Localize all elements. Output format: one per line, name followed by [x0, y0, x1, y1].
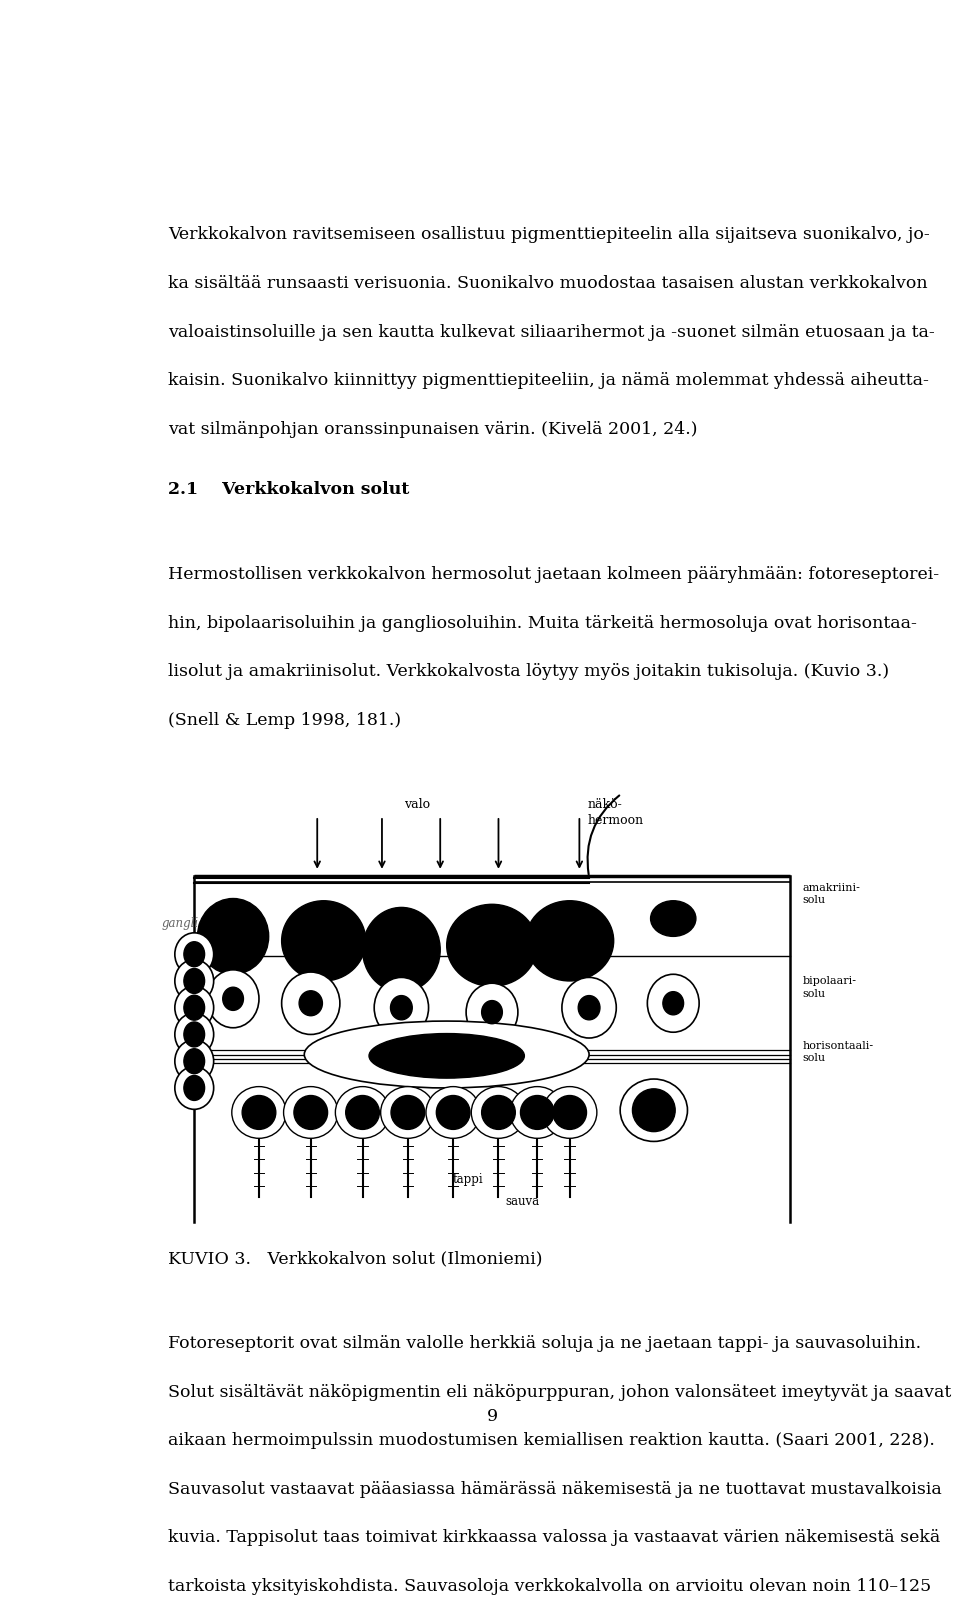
Ellipse shape	[242, 1096, 276, 1129]
Ellipse shape	[281, 972, 340, 1035]
Ellipse shape	[520, 1096, 554, 1129]
Ellipse shape	[207, 970, 259, 1028]
Text: tappi: tappi	[453, 1172, 484, 1185]
Ellipse shape	[231, 1087, 286, 1138]
Ellipse shape	[437, 1096, 470, 1129]
Ellipse shape	[184, 994, 204, 1020]
Text: ka sisältää runsaasti verisuonia. Suonikalvo muodostaa tasaisen alustan verkkoka: ka sisältää runsaasti verisuonia. Suonik…	[168, 275, 928, 293]
Ellipse shape	[381, 1087, 435, 1138]
Ellipse shape	[651, 901, 696, 936]
Ellipse shape	[578, 996, 600, 1020]
Ellipse shape	[562, 977, 616, 1038]
Ellipse shape	[391, 1096, 424, 1129]
Ellipse shape	[294, 1096, 327, 1129]
Ellipse shape	[542, 1087, 597, 1138]
Ellipse shape	[184, 1049, 204, 1074]
Ellipse shape	[553, 1096, 587, 1129]
Ellipse shape	[304, 1020, 589, 1088]
Ellipse shape	[647, 975, 699, 1032]
Text: 9: 9	[487, 1408, 497, 1425]
Text: 2.1    Verkkokalvon solut: 2.1 Verkkokalvon solut	[168, 482, 410, 498]
Ellipse shape	[426, 1087, 480, 1138]
Ellipse shape	[175, 1014, 214, 1056]
Text: sauva: sauva	[505, 1195, 540, 1208]
Text: aikaan hermoimpulssin muodostumisen kemiallisen reaktion kautta. (Saari 2001, 22: aikaan hermoimpulssin muodostumisen kemi…	[168, 1433, 935, 1449]
Text: vat silmänpohjan oranssinpunaisen värin. (Kivelä 2001, 24.): vat silmänpohjan oranssinpunaisen värin.…	[168, 420, 698, 438]
Ellipse shape	[391, 996, 412, 1020]
Text: hin, bipolaarisoluihin ja gangliosoluihin. Muita tärkeitä hermosoluja ovat horis: hin, bipolaarisoluihin ja gangliosoluihi…	[168, 614, 917, 632]
Text: Solut sisältävät näköpigmentin eli näköpurppuran, johon valonsäteet imeytyvät ja: Solut sisältävät näköpigmentin eli näköp…	[168, 1384, 951, 1400]
Ellipse shape	[363, 907, 441, 993]
Ellipse shape	[175, 986, 214, 1028]
Ellipse shape	[283, 1087, 338, 1138]
Text: amakriini-
solu: amakriini- solu	[803, 883, 860, 906]
Text: bipolaari-
solu: bipolaari- solu	[803, 977, 856, 999]
Ellipse shape	[510, 1087, 564, 1138]
Text: Hermostollisen verkkokalvon hermosolut jaetaan kolmeen pääryhmään: fotoreseptore: Hermostollisen verkkokalvon hermosolut j…	[168, 566, 940, 584]
Ellipse shape	[300, 991, 323, 1015]
Ellipse shape	[482, 1096, 516, 1129]
Text: valo: valo	[404, 799, 431, 812]
Ellipse shape	[184, 969, 204, 993]
Text: Fotoreseptorit ovat silmän valolle herkkiä soluja ja ne jaetaan tappi- ja sauvas: Fotoreseptorit ovat silmän valolle herkk…	[168, 1336, 922, 1352]
Ellipse shape	[526, 901, 613, 982]
Text: tarkoista yksityiskohdista. Sauvasoloja verkkokalvolla on arvioitu olevan noin 1: tarkoista yksityiskohdista. Sauvasoloja …	[168, 1578, 931, 1594]
Text: Sauvasolut vastaavat pääasiassa hämärässä näkemisestä ja ne tuottavat mustavalko: Sauvasolut vastaavat pääasiassa hämäräss…	[168, 1481, 942, 1497]
Ellipse shape	[660, 907, 686, 930]
Text: horisontaali-
solu: horisontaali- solu	[803, 1041, 874, 1064]
Text: KUVIO 3.   Verkkokalvon solut (Ilmoniemi): KUVIO 3. Verkkokalvon solut (Ilmoniemi)	[168, 1250, 542, 1268]
Ellipse shape	[223, 988, 244, 1011]
Ellipse shape	[467, 983, 517, 1041]
Ellipse shape	[446, 904, 538, 986]
Text: valoaistinsoluille ja sen kautta kulkevat siliaarihermot ja -suonet silmän etuos: valoaistinsoluille ja sen kautta kulkeva…	[168, 323, 935, 341]
Ellipse shape	[175, 959, 214, 1003]
Ellipse shape	[335, 1087, 390, 1138]
Ellipse shape	[346, 1096, 379, 1129]
Ellipse shape	[482, 1001, 502, 1024]
Text: näkö-
hermoon: näkö- hermoon	[588, 799, 644, 828]
Ellipse shape	[184, 1075, 204, 1101]
Ellipse shape	[620, 1079, 687, 1142]
Text: lisolut ja amakriinisolut. Verkkokalvosta löytyy myös joitakin tukisoluja. (Kuvi: lisolut ja amakriinisolut. Verkkokalvost…	[168, 663, 890, 681]
Ellipse shape	[175, 933, 214, 975]
Text: gangliosolu: gangliosolu	[162, 917, 230, 930]
Ellipse shape	[175, 1067, 214, 1109]
Ellipse shape	[369, 1033, 524, 1079]
Ellipse shape	[184, 1022, 204, 1046]
Ellipse shape	[184, 941, 204, 967]
Ellipse shape	[281, 901, 366, 982]
Ellipse shape	[175, 1040, 214, 1083]
Ellipse shape	[198, 899, 269, 975]
Text: Verkkokalvon ravitsemiseen osallistuu pigmenttiepiteelin alla sijaitseva suonika: Verkkokalvon ravitsemiseen osallistuu pi…	[168, 226, 930, 244]
Text: (Snell & Lemp 1998, 181.): (Snell & Lemp 1998, 181.)	[168, 711, 401, 729]
Text: kuvia. Tappisolut taas toimivat kirkkaassa valossa ja vastaavat värien näkemises: kuvia. Tappisolut taas toimivat kirkkaas…	[168, 1530, 941, 1546]
Ellipse shape	[471, 1087, 526, 1138]
Ellipse shape	[633, 1088, 675, 1132]
Ellipse shape	[663, 991, 684, 1015]
Text: kaisin. Suonikalvo kiinnittyy pigmenttiepiteeliin, ja nämä molemmat yhdessä aihe: kaisin. Suonikalvo kiinnittyy pigmenttie…	[168, 372, 929, 390]
Ellipse shape	[374, 977, 428, 1038]
